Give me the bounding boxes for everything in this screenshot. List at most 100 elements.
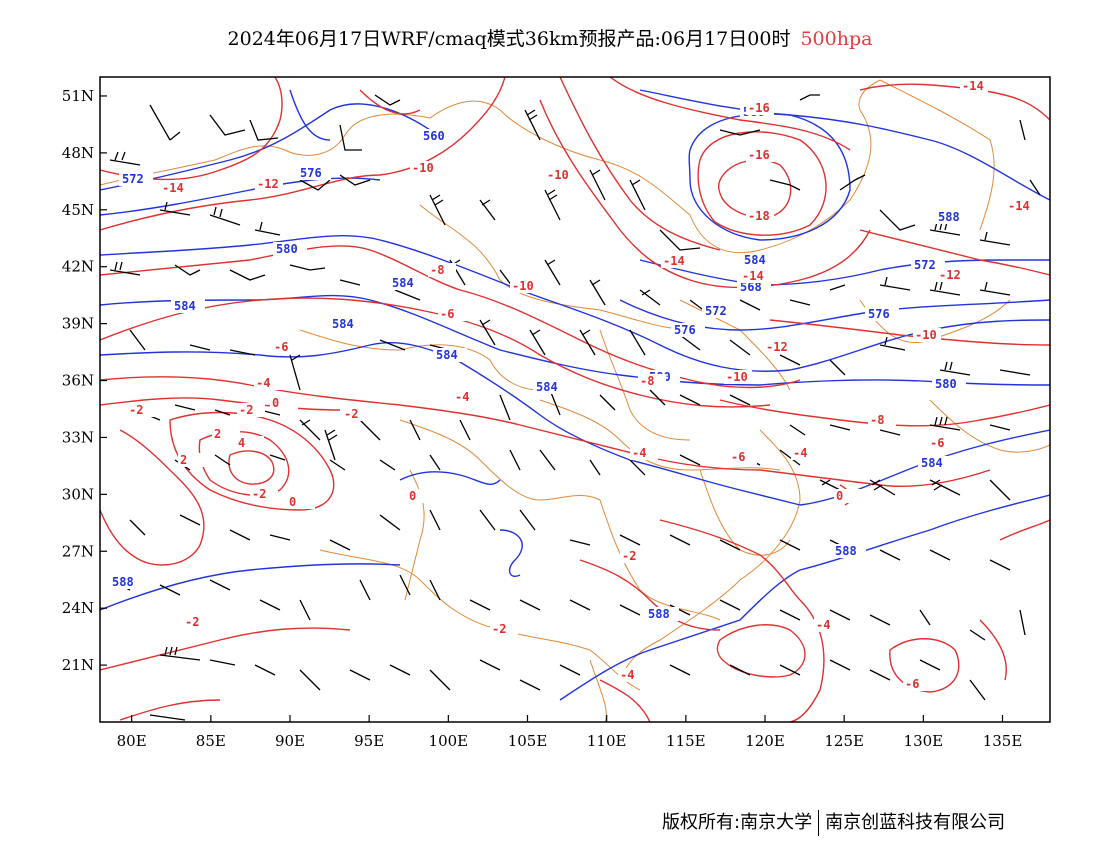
- contour-label: 588: [648, 607, 670, 621]
- contour-label: -14: [663, 254, 685, 268]
- title-main: 2024年06月17日WRF/cmaq模式36km预报产品:06月17日00时: [227, 28, 791, 50]
- contour-label: 588: [835, 544, 857, 558]
- contour-label: -8: [430, 263, 444, 277]
- contour-label: -4: [793, 446, 807, 460]
- contour-label: -2: [185, 615, 199, 629]
- footer-right: 南京创蓝科技有限公司: [825, 812, 1006, 833]
- longitude-axis: 80E 85E 90E 95E 100E 105E 110E 115E 120E 125E 130E…: [117, 715, 1022, 750]
- contour-label: -10: [512, 279, 534, 293]
- contour-label: 572: [122, 172, 144, 186]
- contour-label: -4: [256, 376, 270, 390]
- contour-label: -8: [870, 413, 884, 427]
- lat-tick-label: 48N: [62, 144, 94, 162]
- contour-label: 584: [174, 299, 196, 313]
- contour-label: 2: [214, 427, 221, 441]
- contour-label: -10: [412, 161, 434, 175]
- contour-label: 576: [674, 323, 696, 337]
- contour-label: 588: [112, 575, 134, 589]
- lat-tick-label: 36N: [62, 372, 94, 390]
- footer-left: 版权所有:南京大学: [662, 812, 813, 833]
- contour-label: -16: [748, 148, 770, 162]
- contour-label: 584: [744, 253, 766, 267]
- contour-label: -12: [766, 340, 788, 354]
- plot-frame: [99, 76, 1051, 723]
- lon-tick-label: 115E: [666, 732, 706, 750]
- title-level: 500hpa: [800, 28, 873, 50]
- temperature-labels: -14 -12 -10 -10 -10 -8 -6 -6 -4 -2 -2 0 …: [127, 79, 1034, 691]
- lat-tick-label: 42N: [62, 258, 94, 276]
- contour-label: -2: [129, 403, 143, 417]
- contour-label: -2: [252, 487, 266, 501]
- lon-tick-label: 80E: [117, 732, 147, 750]
- lon-tick-label: 90E: [275, 732, 305, 750]
- contour-label: 572: [914, 258, 936, 272]
- contour-label: 0: [272, 396, 279, 410]
- lat-tick-label: 27N: [62, 542, 94, 560]
- contour-label: 572: [705, 304, 727, 318]
- contour-label: 584: [332, 317, 354, 331]
- wind-barbs: [109, 94, 1041, 721]
- contour-label: -10: [726, 370, 748, 384]
- contour-label: -14: [742, 269, 764, 283]
- contour-label: 588: [938, 210, 960, 224]
- contour-label: 580: [276, 242, 298, 256]
- lat-tick-label: 45N: [62, 201, 94, 219]
- contour-label: -4: [632, 446, 646, 460]
- contour-label: -4: [620, 668, 634, 682]
- contour-label: -6: [905, 677, 919, 691]
- contour-label: -2: [492, 622, 506, 636]
- lon-tick-label: 95E: [354, 732, 384, 750]
- lon-tick-label: 105E: [508, 732, 548, 750]
- contour-label: 584: [921, 456, 943, 470]
- contour-label: -14: [962, 79, 984, 93]
- contour-label: 568: [740, 280, 762, 294]
- contour-label: 576: [868, 307, 890, 321]
- contour-label: 576: [300, 166, 322, 180]
- contour-label: 2: [180, 453, 187, 467]
- contour-label: -16: [748, 101, 770, 115]
- contour-label: 584: [436, 348, 458, 362]
- contour-label: -4: [455, 390, 469, 404]
- lon-tick-label: 125E: [824, 732, 864, 750]
- lon-tick-label: 120E: [745, 732, 785, 750]
- lat-tick-label: 30N: [62, 485, 94, 503]
- contour-label: -4: [816, 618, 830, 632]
- contour-label: 580: [935, 377, 957, 391]
- contour-label: -12: [257, 177, 279, 191]
- contour-label: -10: [547, 168, 569, 182]
- contour-label: -10: [915, 328, 937, 342]
- footer-divider: [818, 810, 820, 836]
- contour-label: 584: [536, 380, 558, 394]
- chart-title: 2024年06月17日WRF/cmaq模式36km预报产品:06月17日00时 5…: [0, 24, 1100, 51]
- geopotential-contours: [100, 89, 1050, 701]
- contour-label: 0: [289, 495, 296, 509]
- contour-label: -14: [162, 181, 184, 195]
- lat-tick-label: 39N: [62, 315, 94, 333]
- geopotential-labels: 560 572 576 580 584 584 584 584 584 588 …: [109, 105, 969, 621]
- contour-label: -12: [939, 268, 961, 282]
- contour-label: -6: [930, 436, 944, 450]
- contour-label: 0: [409, 489, 416, 503]
- lon-tick-label: 130E: [904, 732, 944, 750]
- temperature-contours: [100, 77, 1050, 722]
- lon-tick-label: 85E: [196, 732, 226, 750]
- contour-label: -14: [1008, 199, 1030, 213]
- contour-label: 0: [836, 489, 843, 503]
- contour-label: -2: [239, 403, 253, 417]
- contour-label: 4: [238, 436, 245, 450]
- contour-label: -18: [748, 209, 770, 223]
- lon-tick-label: 110E: [587, 732, 627, 750]
- lat-tick-label: 51N: [62, 87, 94, 105]
- contour-label: -6: [440, 307, 454, 321]
- lat-tick-label: 33N: [62, 428, 94, 446]
- contour-label: -8: [640, 374, 654, 388]
- contour-label: -2: [344, 407, 358, 421]
- contour-label: 560: [423, 129, 445, 143]
- contour-label: -6: [274, 340, 288, 354]
- lat-tick-label: 21N: [62, 656, 94, 674]
- contour-label: 584: [392, 276, 414, 290]
- contour-label: -2: [622, 549, 636, 563]
- copyright-footer: 版权所有:南京大学 南京创蓝科技有限公司: [662, 808, 1005, 836]
- contour-label: -6: [731, 450, 745, 464]
